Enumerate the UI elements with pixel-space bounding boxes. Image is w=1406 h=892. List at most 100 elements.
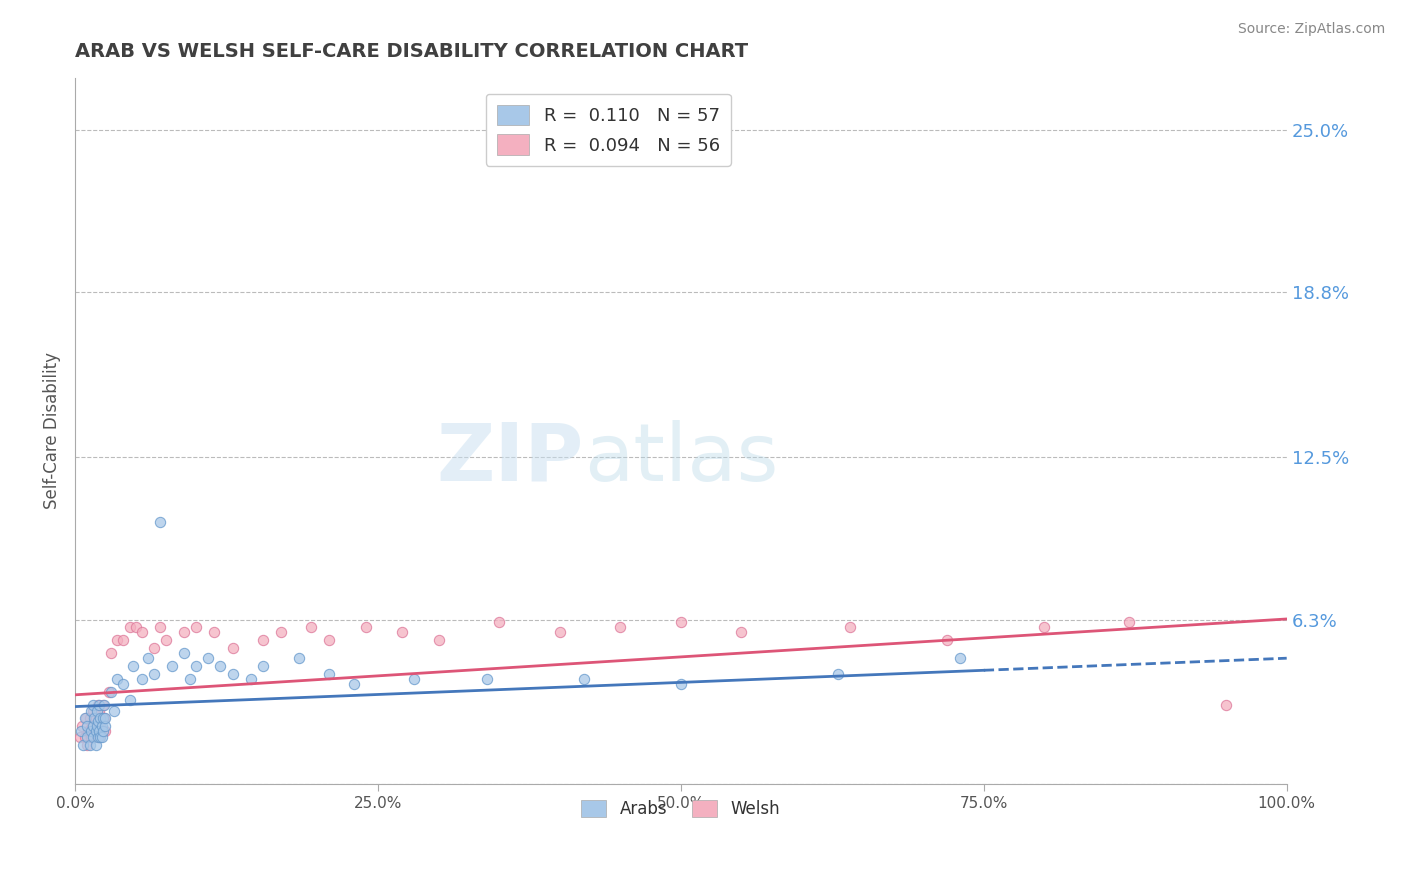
Point [76,730,98,744]
Point [82,698,104,713]
Point [84,724,107,739]
Point [149,515,172,529]
Point [609,620,631,634]
Point [80,704,103,718]
Point [94,719,117,733]
Point [669,677,692,691]
Text: atlas: atlas [583,420,779,498]
Point [90,730,112,744]
Text: ZIP: ZIP [437,420,583,498]
Point [118,693,141,707]
Point [73,730,96,744]
Point [80,719,103,733]
Point [124,620,146,634]
Point [239,672,262,686]
Point [97,685,120,699]
Point [1118,615,1140,629]
Point [93,698,115,713]
Point [84,738,107,752]
Point [936,632,959,647]
Point [76,738,98,752]
Point [91,711,114,725]
Point [91,698,114,713]
Point [90,711,112,725]
Point [948,651,970,665]
Point [155,632,177,647]
Point [87,730,110,744]
Point [669,615,692,629]
Point [318,666,340,681]
Point [186,659,208,673]
Point [100,685,122,699]
Point [80,724,103,739]
Point [173,646,195,660]
Point [86,704,108,718]
Text: ARAB VS WELSH SELF-CARE DISABILITY CORRELATION CHART: ARAB VS WELSH SELF-CARE DISABILITY CORRE… [75,42,748,61]
Point [94,724,117,739]
Point [83,730,105,744]
Point [186,620,208,634]
Legend: Arabs, Welsh: Arabs, Welsh [575,793,787,825]
Point [179,672,201,686]
Point [84,724,107,739]
Point [354,620,377,634]
Point [73,711,96,725]
Point [89,730,111,744]
Y-axis label: Self-Care Disability: Self-Care Disability [44,352,60,509]
Point [221,666,243,681]
Point [107,632,129,647]
Point [118,620,141,634]
Point [100,646,122,660]
Point [122,659,145,673]
Point [252,659,274,673]
Point [103,704,125,718]
Point [91,724,114,739]
Point [221,640,243,655]
Point [427,632,450,647]
Point [827,666,849,681]
Point [136,651,159,665]
Point [89,711,111,725]
Point [69,730,91,744]
Point [94,711,117,725]
Point [112,677,135,691]
Point [131,672,153,686]
Point [142,640,165,655]
Point [79,738,101,752]
Point [89,698,111,713]
Point [84,711,107,725]
Point [548,625,571,640]
Point [91,724,114,739]
Point [318,632,340,647]
Point [475,672,498,686]
Point [82,719,104,733]
Point [87,698,110,713]
Point [86,704,108,718]
Point [90,719,112,733]
Point [299,620,322,634]
Point [89,730,111,744]
Point [202,625,225,640]
Point [288,651,311,665]
Point [197,651,219,665]
Point [1033,620,1056,634]
Point [77,724,100,739]
Point [488,615,510,629]
Point [89,704,111,718]
Point [252,632,274,647]
Point [72,719,94,733]
Point [1215,698,1237,713]
Point [209,659,232,673]
Point [572,672,595,686]
Point [79,711,101,725]
Point [72,738,94,752]
Point [839,620,862,634]
Point [107,672,129,686]
Point [270,625,292,640]
Point [93,711,115,725]
Point [80,730,103,744]
Point [343,677,366,691]
Point [173,625,195,640]
Point [391,625,413,640]
Point [82,724,104,739]
